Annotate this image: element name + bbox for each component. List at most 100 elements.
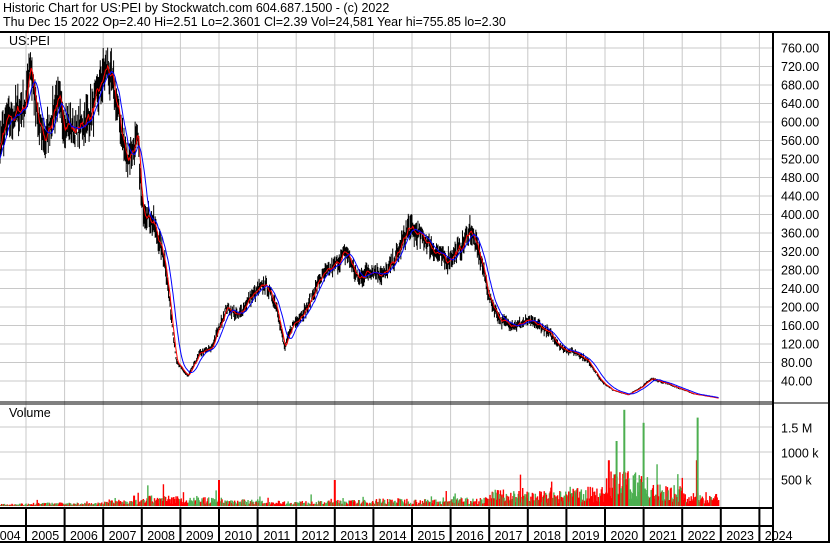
volume-bar (6, 504, 9, 506)
year-tick-label: 2024 (765, 529, 793, 543)
volume-bar (454, 493, 456, 506)
volume-tick-label: 500 k (781, 474, 812, 488)
volume-bar (661, 490, 663, 506)
volume-bar (328, 500, 330, 506)
volume-bar (406, 504, 409, 506)
volume-bar (174, 502, 177, 506)
volume-bar (418, 504, 421, 506)
volume-bar (685, 501, 687, 506)
volume-bar (131, 502, 133, 506)
volume-bar (403, 502, 405, 506)
volume-bar (289, 503, 292, 506)
price-tick-label: 440.00 (781, 190, 819, 204)
volume-bar (26, 505, 29, 506)
volume-bar (69, 503, 72, 506)
volume-bar (438, 503, 440, 506)
volume-bar (495, 492, 497, 506)
volume-bar (149, 495, 151, 506)
volume-bar (652, 484, 655, 506)
volume-bar (238, 501, 240, 506)
volume-bar (46, 502, 49, 506)
volume-bar (84, 502, 86, 506)
volume-bar (418, 502, 420, 506)
volume-bar (261, 500, 263, 506)
volume-spike-bar (615, 441, 618, 506)
volume-bar (20, 503, 23, 506)
volume-bar (665, 486, 667, 506)
volume-bar (104, 501, 106, 506)
volume-bar (400, 499, 402, 506)
volume-bar (514, 502, 516, 506)
volume-bar (282, 502, 285, 506)
volume-bar (445, 491, 447, 506)
volume-bar (410, 504, 413, 506)
volume-bar (588, 498, 591, 506)
volume-bar (714, 496, 716, 506)
volume-bar (268, 502, 271, 506)
volume-bar (161, 500, 164, 506)
volume-bar (184, 501, 187, 506)
volume-spike-bar (623, 409, 626, 506)
volume-bar (570, 493, 573, 506)
price-tick-label: 680.00 (781, 79, 819, 93)
volume-bar (163, 496, 165, 506)
volume-bar (182, 503, 184, 506)
volume-bar (286, 503, 289, 506)
volume-bar (303, 502, 306, 506)
volume-bar (459, 499, 462, 506)
volume-bar (55, 503, 58, 506)
long-moving-average (0, 71, 719, 398)
volume-bar (672, 499, 675, 506)
year-tick-label: 2022 (688, 529, 716, 543)
volume-bar (433, 499, 436, 506)
volume-bar (152, 503, 154, 506)
volume-bar (664, 500, 666, 506)
volume-bar (509, 499, 511, 506)
volume-bar (444, 501, 446, 506)
volume-bar (706, 500, 709, 506)
volume-bar (140, 500, 142, 506)
volume-bar (300, 502, 302, 506)
volume-bar (440, 504, 442, 506)
price-tick-label: 760.00 (781, 42, 819, 56)
volume-bar (648, 499, 650, 506)
volume-bar (61, 503, 64, 506)
volume-bar (216, 502, 218, 506)
volume-bar (147, 496, 150, 506)
volume-bar (392, 502, 395, 506)
volume-bar (666, 487, 669, 506)
volume-bar (348, 500, 350, 506)
volume-bar (199, 502, 202, 506)
volume-bar (673, 485, 675, 506)
volume-bar (126, 501, 128, 506)
year-tick-label: 2021 (649, 529, 677, 543)
volume-bar (171, 503, 174, 506)
volume-bar (285, 503, 288, 506)
volume-bar (560, 496, 563, 506)
volume-bar (303, 502, 305, 506)
volume-bar (265, 503, 267, 506)
volume-bar (390, 501, 393, 506)
year-tick-label: 2020 (610, 529, 638, 543)
volume-bar (102, 505, 104, 506)
volume-bar (559, 491, 562, 506)
volume-bar (402, 503, 404, 506)
volume-bar (397, 498, 399, 506)
volume-bar (358, 499, 361, 506)
volume-bar (408, 503, 410, 506)
volume-bar (429, 501, 431, 506)
volume-bar (689, 501, 692, 506)
volume-bar (81, 504, 84, 506)
volume-bar (341, 503, 344, 506)
volume-bar (130, 501, 132, 506)
volume-bar (556, 495, 559, 506)
volume-bar (222, 502, 224, 506)
volume-bar (467, 499, 469, 506)
volume-bar (579, 491, 581, 506)
volume-bar (196, 503, 199, 506)
volume-bar (147, 485, 149, 506)
volume-bar (353, 500, 355, 506)
volume-bar (41, 502, 44, 506)
volume-bar (599, 495, 602, 506)
volume-bar (221, 499, 223, 506)
